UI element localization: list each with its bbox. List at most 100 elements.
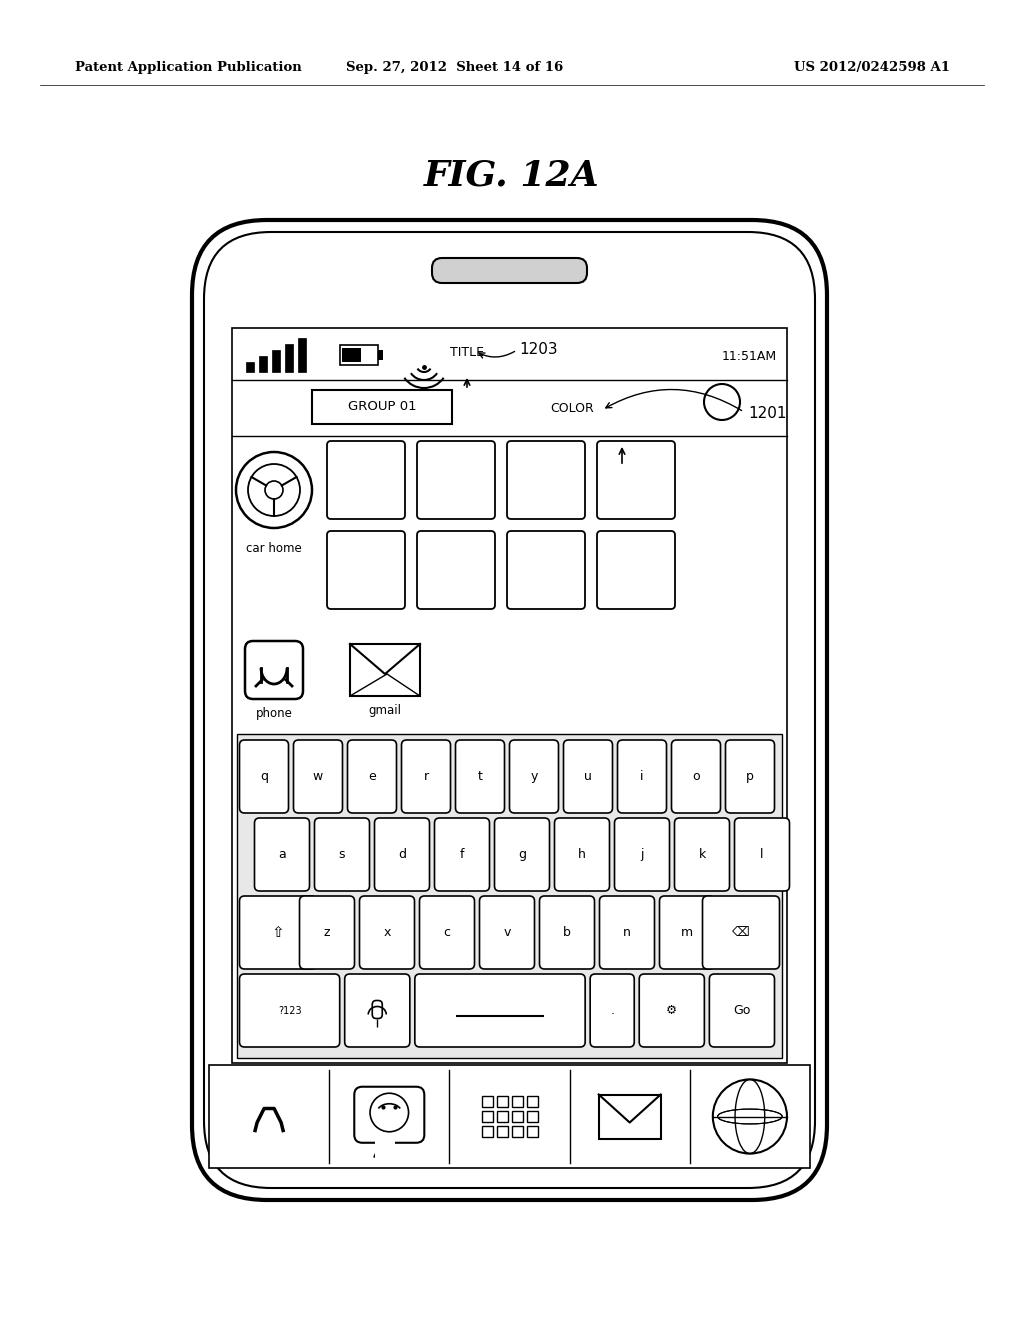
FancyBboxPatch shape bbox=[617, 741, 667, 813]
Circle shape bbox=[248, 465, 300, 516]
FancyBboxPatch shape bbox=[702, 896, 779, 969]
Bar bbox=[237, 734, 782, 1059]
Text: ?123: ?123 bbox=[278, 1006, 301, 1015]
Text: US 2012/0242598 A1: US 2012/0242598 A1 bbox=[794, 62, 950, 74]
Text: h: h bbox=[579, 847, 586, 861]
FancyBboxPatch shape bbox=[659, 896, 715, 969]
FancyBboxPatch shape bbox=[510, 741, 558, 813]
Text: Patent Application Publication: Patent Application Publication bbox=[75, 62, 302, 74]
FancyBboxPatch shape bbox=[240, 896, 316, 969]
FancyBboxPatch shape bbox=[245, 642, 303, 700]
Text: v: v bbox=[504, 927, 511, 939]
FancyBboxPatch shape bbox=[710, 974, 774, 1047]
Bar bbox=[512, 1126, 522, 1137]
FancyBboxPatch shape bbox=[725, 741, 774, 813]
Text: Go: Go bbox=[733, 1005, 751, 1016]
Text: z: z bbox=[324, 927, 331, 939]
FancyBboxPatch shape bbox=[401, 741, 451, 813]
Circle shape bbox=[713, 1080, 787, 1154]
Bar bbox=[376, 1138, 395, 1158]
Text: a: a bbox=[279, 847, 286, 861]
Bar bbox=[526, 1126, 538, 1137]
Bar bbox=[378, 350, 383, 360]
FancyBboxPatch shape bbox=[294, 741, 342, 813]
FancyBboxPatch shape bbox=[327, 441, 406, 519]
Bar bbox=[481, 1126, 493, 1137]
Text: d: d bbox=[398, 847, 406, 861]
Bar bbox=[259, 356, 267, 372]
FancyBboxPatch shape bbox=[240, 741, 289, 813]
Text: car home: car home bbox=[246, 543, 302, 554]
Circle shape bbox=[236, 451, 312, 528]
Text: b: b bbox=[563, 927, 571, 939]
Bar bbox=[526, 1096, 538, 1107]
Bar bbox=[342, 348, 361, 362]
FancyBboxPatch shape bbox=[375, 818, 429, 891]
FancyBboxPatch shape bbox=[314, 818, 370, 891]
FancyBboxPatch shape bbox=[359, 896, 415, 969]
Text: ⌫: ⌫ bbox=[732, 927, 750, 939]
FancyBboxPatch shape bbox=[479, 896, 535, 969]
Text: f: f bbox=[460, 847, 464, 861]
Bar bbox=[481, 1096, 493, 1107]
FancyBboxPatch shape bbox=[639, 974, 705, 1047]
Text: r: r bbox=[424, 770, 429, 783]
Text: k: k bbox=[698, 847, 706, 861]
Bar bbox=[497, 1096, 508, 1107]
Bar bbox=[350, 644, 420, 696]
FancyBboxPatch shape bbox=[555, 818, 609, 891]
FancyBboxPatch shape bbox=[495, 818, 550, 891]
FancyBboxPatch shape bbox=[434, 818, 489, 891]
Text: n: n bbox=[623, 927, 631, 939]
FancyBboxPatch shape bbox=[672, 741, 721, 813]
FancyBboxPatch shape bbox=[354, 1086, 424, 1143]
FancyBboxPatch shape bbox=[563, 741, 612, 813]
Circle shape bbox=[705, 384, 740, 420]
FancyBboxPatch shape bbox=[597, 441, 675, 519]
FancyBboxPatch shape bbox=[507, 531, 585, 609]
Bar bbox=[512, 1096, 522, 1107]
FancyBboxPatch shape bbox=[614, 818, 670, 891]
FancyBboxPatch shape bbox=[456, 741, 505, 813]
Bar bbox=[599, 1094, 660, 1138]
Text: .: . bbox=[610, 1005, 614, 1016]
FancyBboxPatch shape bbox=[299, 896, 354, 969]
Text: l: l bbox=[760, 847, 764, 861]
Bar bbox=[312, 389, 452, 424]
FancyBboxPatch shape bbox=[540, 896, 595, 969]
FancyBboxPatch shape bbox=[415, 974, 585, 1047]
Bar bbox=[512, 1111, 522, 1122]
Bar bbox=[232, 327, 787, 1063]
Text: p: p bbox=[746, 770, 754, 783]
FancyBboxPatch shape bbox=[590, 974, 634, 1047]
FancyBboxPatch shape bbox=[345, 974, 410, 1047]
Text: o: o bbox=[692, 770, 699, 783]
Bar bbox=[272, 350, 280, 372]
Text: 1203: 1203 bbox=[519, 342, 558, 358]
Text: GROUP 01: GROUP 01 bbox=[348, 400, 417, 413]
FancyBboxPatch shape bbox=[417, 531, 495, 609]
Text: g: g bbox=[518, 847, 526, 861]
Bar bbox=[340, 345, 378, 366]
Bar bbox=[246, 362, 254, 372]
Text: j: j bbox=[640, 847, 644, 861]
FancyBboxPatch shape bbox=[373, 1001, 382, 1019]
FancyBboxPatch shape bbox=[417, 441, 495, 519]
Bar bbox=[526, 1111, 538, 1122]
Text: phone: phone bbox=[256, 708, 293, 719]
Bar bbox=[285, 345, 293, 372]
FancyBboxPatch shape bbox=[193, 220, 827, 1200]
Bar bbox=[209, 1065, 810, 1168]
FancyBboxPatch shape bbox=[204, 232, 815, 1188]
Circle shape bbox=[265, 480, 283, 499]
FancyBboxPatch shape bbox=[347, 741, 396, 813]
Text: Sep. 27, 2012  Sheet 14 of 16: Sep. 27, 2012 Sheet 14 of 16 bbox=[346, 62, 563, 74]
FancyBboxPatch shape bbox=[599, 896, 654, 969]
Text: s: s bbox=[339, 847, 345, 861]
Circle shape bbox=[370, 1093, 409, 1131]
Text: m: m bbox=[681, 927, 693, 939]
Text: TITLE: TITLE bbox=[450, 346, 484, 359]
Text: q: q bbox=[260, 770, 268, 783]
FancyBboxPatch shape bbox=[734, 818, 790, 891]
FancyBboxPatch shape bbox=[327, 531, 406, 609]
